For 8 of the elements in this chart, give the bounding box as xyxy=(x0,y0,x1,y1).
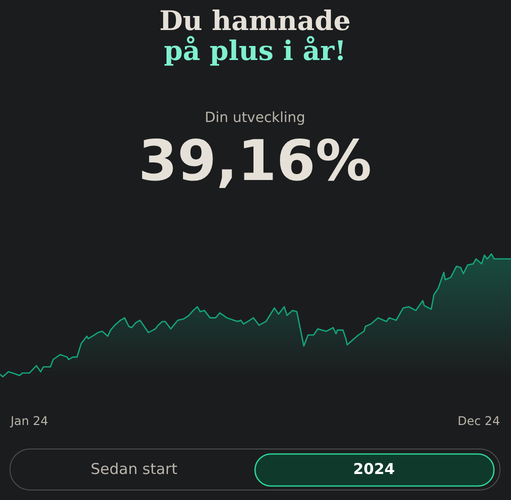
x-tick-label: Dec 24 xyxy=(458,414,500,428)
text: 2024 xyxy=(353,460,395,478)
chart-subtitle: på plus i år! xyxy=(164,36,346,67)
x-tick-label: Jan 24 xyxy=(10,414,48,428)
text: Sedan start xyxy=(90,460,178,478)
chart-title: Du hamnade xyxy=(159,6,351,37)
text: Din utveckling xyxy=(204,110,306,126)
text: 39,16% xyxy=(138,129,372,194)
